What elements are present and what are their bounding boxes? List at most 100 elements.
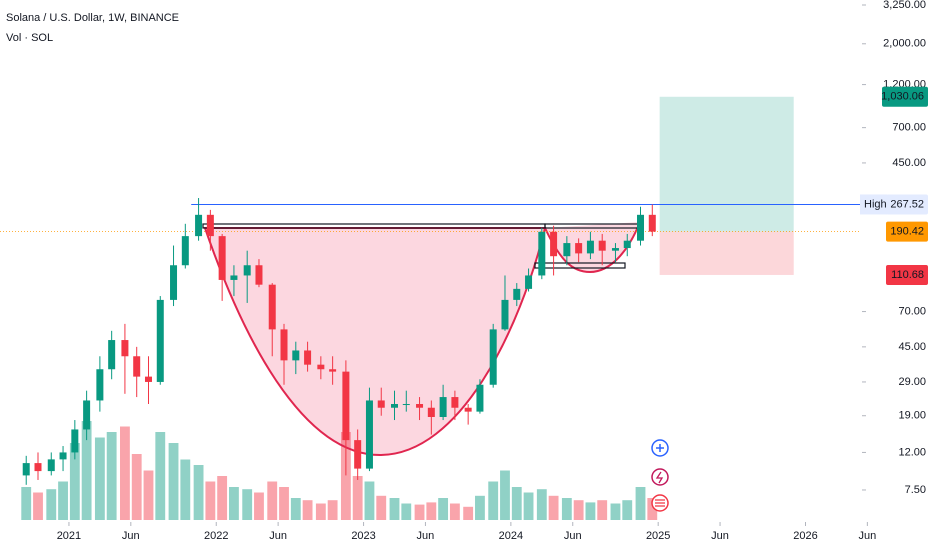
volume-bar bbox=[58, 481, 68, 520]
y-tick-label: 7.50 bbox=[905, 484, 926, 496]
volume-bar bbox=[327, 500, 338, 520]
volume-bar bbox=[548, 495, 559, 520]
candle-body bbox=[133, 356, 141, 377]
candle-body bbox=[489, 329, 497, 385]
volume-bar bbox=[69, 443, 80, 520]
volume-bar bbox=[279, 487, 289, 520]
high-price-box bbox=[886, 194, 928, 215]
volume-bar bbox=[597, 500, 608, 520]
candle-body bbox=[611, 248, 619, 251]
high-price: 267.52 bbox=[890, 198, 924, 210]
candle-body bbox=[59, 452, 67, 460]
y-tick-label: 2,000.00 bbox=[883, 38, 926, 50]
candle-body bbox=[144, 376, 152, 382]
icon[interactable] bbox=[651, 468, 669, 486]
volume-bar bbox=[389, 498, 400, 520]
cup bbox=[203, 227, 547, 457]
x-tick-label: 2022 bbox=[204, 530, 228, 542]
volume-bar bbox=[561, 498, 572, 520]
volume-bar bbox=[352, 476, 363, 520]
candle-body bbox=[83, 400, 91, 430]
candle-body bbox=[525, 275, 533, 289]
candle-body bbox=[648, 214, 656, 232]
y-tick-label: 450.00 bbox=[892, 157, 926, 169]
volume-bar bbox=[180, 459, 191, 520]
chart-title: Solana / U.S. Dollar, 1W, BINANCE bbox=[6, 12, 179, 24]
volume-bar bbox=[585, 502, 596, 520]
candle-body bbox=[255, 265, 263, 285]
x-tick-label: 2023 bbox=[351, 530, 375, 542]
x-tick-label: Jun bbox=[269, 530, 287, 542]
volume-bar bbox=[290, 498, 301, 520]
handle-base bbox=[534, 262, 626, 269]
candle-body bbox=[342, 371, 350, 441]
candle-body bbox=[598, 240, 606, 251]
volume-bar bbox=[364, 481, 375, 520]
candle-body bbox=[218, 236, 226, 280]
volume-bar bbox=[106, 432, 117, 520]
candle-body bbox=[121, 340, 129, 357]
volume-bar bbox=[143, 470, 154, 520]
high-tag: High bbox=[864, 198, 887, 210]
candle-body bbox=[390, 404, 398, 408]
x-tick-label: Jun bbox=[564, 530, 582, 542]
candle-body bbox=[181, 236, 189, 266]
volume-bar bbox=[573, 500, 584, 520]
volume-bar bbox=[168, 443, 179, 520]
x-tick-label: Jun bbox=[711, 530, 729, 542]
volume-bar bbox=[610, 503, 621, 520]
y-tick-label: 70.00 bbox=[898, 305, 926, 317]
candle-body bbox=[71, 429, 79, 453]
volume-bar bbox=[536, 489, 547, 520]
y-tick-label: 45.00 bbox=[898, 341, 926, 353]
target-price-box bbox=[882, 86, 928, 107]
candle-body bbox=[292, 350, 300, 361]
x-tick-label: Jun bbox=[417, 530, 435, 542]
x-tick-label: 2024 bbox=[499, 530, 523, 542]
y-tick-label: 19.00 bbox=[898, 410, 926, 422]
volume-bar bbox=[414, 504, 425, 520]
drawings bbox=[202, 221, 641, 457]
volume-bar bbox=[463, 506, 474, 520]
candle-body bbox=[354, 440, 362, 469]
candle-body bbox=[156, 299, 164, 382]
candle-body bbox=[513, 288, 521, 300]
volume-bar bbox=[33, 492, 43, 520]
candle-body bbox=[280, 329, 288, 361]
candle-body bbox=[377, 400, 385, 408]
last-price-box bbox=[886, 221, 928, 242]
volume-bar bbox=[376, 495, 387, 520]
icon-glyph bbox=[655, 471, 664, 484]
volume-bar bbox=[475, 495, 485, 520]
stop-price: 110.68 bbox=[891, 269, 924, 281]
volume-bar bbox=[94, 437, 105, 520]
volume-bar bbox=[254, 492, 264, 520]
x-tick-label: Jun bbox=[122, 530, 140, 542]
volume-bar bbox=[205, 481, 216, 520]
candle-body bbox=[623, 240, 631, 249]
x-tick-label: 2021 bbox=[57, 530, 81, 542]
candle-body bbox=[170, 265, 178, 300]
candle-body bbox=[268, 284, 276, 330]
candle-body bbox=[586, 240, 594, 254]
candle-body bbox=[230, 275, 238, 280]
volume-bar bbox=[193, 465, 204, 520]
candle-body bbox=[451, 397, 459, 408]
y-tick-label: 3,250.00 bbox=[883, 0, 926, 11]
volume-bar bbox=[401, 503, 412, 520]
candle-body bbox=[550, 231, 558, 257]
volume-bar bbox=[647, 498, 658, 520]
event-icons bbox=[651, 439, 669, 512]
volume-bar bbox=[229, 487, 239, 520]
volume-bar bbox=[488, 481, 499, 520]
volume-bar bbox=[449, 503, 460, 520]
y-tick-label: 700.00 bbox=[892, 122, 926, 134]
loss-zone bbox=[659, 231, 794, 275]
y-tick-label: 29.00 bbox=[898, 376, 926, 388]
volume-bar bbox=[438, 498, 449, 520]
candle-body bbox=[563, 243, 571, 257]
target-price: 1,030.06 bbox=[881, 91, 924, 103]
volume-bar bbox=[155, 432, 166, 520]
icon-glyph bbox=[656, 444, 664, 452]
